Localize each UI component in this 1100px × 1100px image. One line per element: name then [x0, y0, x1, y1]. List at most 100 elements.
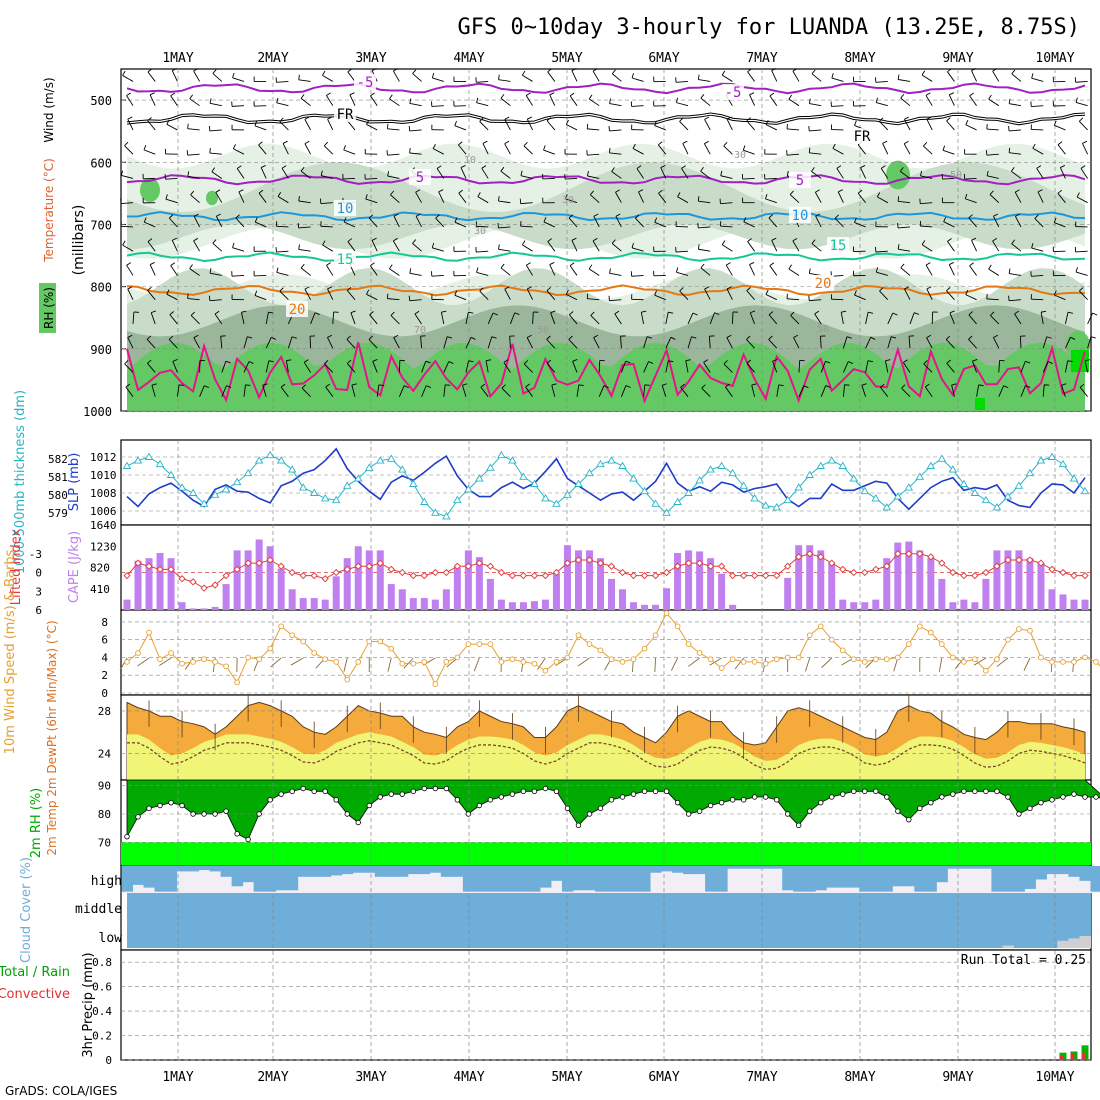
rh2m-point — [663, 788, 670, 795]
thickness-tick-label: 581 — [48, 471, 68, 484]
surface-wind-barb — [159, 657, 172, 666]
wind-barb — [320, 198, 333, 205]
wind-barb — [703, 140, 711, 155]
wind-barb — [831, 73, 844, 82]
cloud-high-cell — [738, 866, 750, 869]
cape-tick-label: 820 — [90, 562, 110, 575]
surface-wind-barb — [290, 657, 304, 666]
li-point — [541, 571, 550, 580]
wind-barb — [390, 311, 400, 325]
li-point — [123, 571, 131, 580]
surface-wind-barb — [996, 657, 1009, 667]
wind-speed-point — [872, 656, 879, 663]
li-point — [321, 575, 329, 583]
wind-barb — [258, 141, 267, 155]
wind-barb — [376, 384, 384, 397]
rh2m-point — [190, 811, 196, 817]
rh2m-point — [432, 785, 439, 792]
cape-bar — [420, 598, 428, 610]
wind-barb — [764, 193, 777, 204]
wind-barb — [1032, 143, 1044, 155]
cloud-high-cell — [330, 866, 343, 876]
wind-speed-point — [201, 656, 207, 663]
wind-barb — [998, 360, 1005, 373]
wind-barb — [611, 239, 622, 252]
li-point — [497, 568, 506, 577]
rh2m-point — [928, 799, 934, 806]
wind-barb — [368, 214, 378, 228]
wind-barb — [310, 312, 320, 325]
cloud-mid-low-band — [127, 893, 1091, 948]
legend-temperature: Temperature (°C) — [42, 158, 56, 263]
cape-bar — [685, 550, 693, 610]
cape-bar — [652, 604, 660, 610]
wind-barb — [546, 286, 556, 300]
wind-barb — [587, 171, 600, 179]
thickness-point — [232, 477, 242, 486]
cloud-high-bg — [187, 866, 200, 893]
wind-barb — [1080, 165, 1088, 179]
wind-barb — [986, 124, 999, 131]
wind-barb — [721, 240, 733, 252]
wind-barb — [543, 217, 555, 228]
cloud-high-cell — [165, 866, 178, 892]
wind-barb — [435, 214, 445, 228]
wind-barb — [820, 385, 831, 397]
wind-barb — [887, 312, 898, 325]
wind-barb — [1014, 310, 1022, 325]
rh-contour-label: 30 — [562, 195, 574, 206]
wind-barb — [719, 198, 733, 205]
wind-barb — [1052, 76, 1066, 83]
cloud-high-cell — [991, 866, 1003, 892]
wind-barb — [504, 286, 511, 300]
wind-barb — [614, 310, 622, 325]
isotherm-label-bg — [812, 275, 834, 291]
wind-barb — [675, 221, 689, 228]
cloud-high-cell — [440, 866, 453, 877]
wind-barb — [925, 92, 933, 106]
li-point — [519, 571, 528, 580]
wind-barb — [832, 143, 844, 155]
cloud-high-cell — [385, 866, 398, 877]
wind-barb — [588, 264, 600, 276]
thickness-point — [552, 499, 561, 507]
wind-barb — [276, 267, 289, 276]
cloud-high-bg — [209, 866, 222, 893]
wind-barb — [487, 336, 497, 349]
wind-barb — [926, 334, 933, 349]
wind-barb — [171, 68, 178, 82]
wind-barb — [682, 140, 689, 155]
rh-shade-green — [127, 342, 1085, 411]
wind-barb — [501, 384, 511, 398]
thickness-point — [1047, 452, 1057, 460]
wind-barb — [253, 101, 267, 107]
wind-barb — [1064, 311, 1073, 325]
wind-barb — [592, 237, 600, 252]
wind-tick-label: 0 — [101, 687, 108, 700]
li-point — [673, 562, 682, 570]
wind-barb — [593, 334, 600, 349]
isotherm-label: 5 — [416, 170, 424, 186]
run-total-label: Run Total = 0.25 — [961, 953, 1086, 968]
thickness-ylabel: 1000-500mb thickness (dm) — [13, 390, 28, 574]
rh2m-point — [1093, 794, 1099, 800]
li-point — [332, 568, 340, 577]
surface-wind-barb — [137, 657, 150, 667]
rh2m-point — [674, 799, 681, 806]
wind-speed-point — [212, 659, 218, 665]
wind-barb — [475, 77, 489, 83]
wind-barb — [919, 220, 933, 228]
y-tick-label: 600 — [90, 156, 112, 170]
wind-barb — [282, 140, 289, 155]
day-label-top: 6MAY — [648, 51, 679, 66]
li-point — [145, 562, 153, 570]
wind-barb — [326, 262, 334, 276]
wind-barb — [1064, 336, 1076, 349]
cloud-high-cell — [716, 866, 728, 892]
rh2m-tick-label: 80 — [98, 808, 111, 821]
wind-barb — [608, 295, 622, 302]
wind-barb — [526, 334, 534, 349]
li-point — [1015, 556, 1023, 564]
wind-speed-point — [1038, 654, 1044, 661]
